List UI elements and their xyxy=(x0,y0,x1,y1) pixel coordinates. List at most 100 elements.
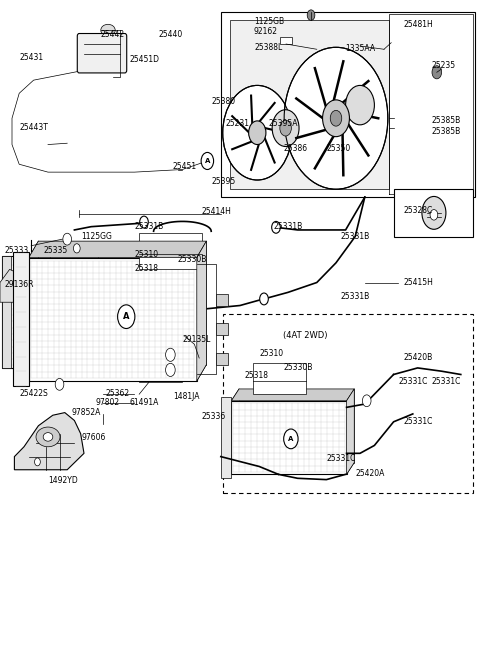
Polygon shape xyxy=(13,252,29,386)
Text: 25442: 25442 xyxy=(101,30,125,39)
Bar xyxy=(29,258,197,381)
Text: 61491A: 61491A xyxy=(130,398,159,407)
Ellipse shape xyxy=(101,24,115,36)
Circle shape xyxy=(280,120,291,136)
Circle shape xyxy=(249,121,266,145)
Text: 25331C: 25331C xyxy=(326,454,356,463)
Text: 25414H: 25414H xyxy=(202,207,231,216)
Text: 29136R: 29136R xyxy=(5,280,34,289)
Text: A: A xyxy=(123,312,130,321)
Circle shape xyxy=(346,85,374,125)
Circle shape xyxy=(63,233,72,245)
Polygon shape xyxy=(216,323,228,335)
Text: 1125GB
92162: 1125GB 92162 xyxy=(254,16,284,36)
FancyBboxPatch shape xyxy=(230,20,389,189)
Text: 25318: 25318 xyxy=(134,263,158,273)
Text: 25331C: 25331C xyxy=(432,376,461,386)
Bar xyxy=(139,233,202,269)
Text: 25386: 25386 xyxy=(283,144,307,153)
Circle shape xyxy=(73,244,80,253)
Text: 25310: 25310 xyxy=(259,349,283,358)
Ellipse shape xyxy=(43,432,53,442)
Text: 25235: 25235 xyxy=(432,61,456,70)
Text: 25318: 25318 xyxy=(245,371,269,380)
Bar xyxy=(239,389,354,463)
Circle shape xyxy=(35,458,40,466)
Bar xyxy=(394,189,473,237)
Polygon shape xyxy=(216,294,228,306)
Bar xyxy=(223,314,473,493)
Circle shape xyxy=(201,152,214,170)
Bar xyxy=(280,37,292,44)
Text: 25310: 25310 xyxy=(134,250,158,260)
Circle shape xyxy=(166,363,175,376)
Text: 25330B: 25330B xyxy=(178,255,207,264)
Polygon shape xyxy=(29,241,206,258)
Bar xyxy=(253,363,306,394)
Circle shape xyxy=(422,196,446,229)
Text: 25431: 25431 xyxy=(19,53,43,62)
Bar xyxy=(221,397,231,478)
Text: 97802: 97802 xyxy=(96,398,120,407)
Text: 25451D: 25451D xyxy=(130,55,159,64)
Text: 25231: 25231 xyxy=(226,119,250,128)
Text: 97606: 97606 xyxy=(82,433,106,442)
Text: 25395: 25395 xyxy=(211,177,236,186)
Text: 25336: 25336 xyxy=(202,412,226,421)
Text: 25335: 25335 xyxy=(43,246,68,256)
Circle shape xyxy=(166,348,175,361)
Text: 25328C: 25328C xyxy=(403,206,432,215)
Text: 25331B: 25331B xyxy=(134,221,164,231)
Ellipse shape xyxy=(36,427,60,447)
Text: 25443T: 25443T xyxy=(19,123,48,132)
Circle shape xyxy=(307,10,315,20)
Text: 25331B: 25331B xyxy=(274,221,303,231)
Polygon shape xyxy=(197,241,206,381)
Circle shape xyxy=(272,110,299,147)
Text: 25422S: 25422S xyxy=(19,389,48,398)
Text: 25362: 25362 xyxy=(106,389,130,398)
Circle shape xyxy=(260,293,268,305)
Circle shape xyxy=(140,216,148,228)
Text: 25385B: 25385B xyxy=(432,127,461,136)
Circle shape xyxy=(430,210,438,220)
Text: 25385B: 25385B xyxy=(432,116,461,125)
Circle shape xyxy=(118,305,135,328)
Text: 25330B: 25330B xyxy=(283,363,312,373)
Text: 25331C: 25331C xyxy=(398,376,428,386)
Text: 25350: 25350 xyxy=(326,144,351,153)
Circle shape xyxy=(432,66,442,79)
Text: 97852A: 97852A xyxy=(72,408,101,417)
Text: A: A xyxy=(204,158,210,164)
Polygon shape xyxy=(216,353,228,365)
Text: 25380: 25380 xyxy=(211,97,235,106)
Text: 25333: 25333 xyxy=(5,246,29,256)
Circle shape xyxy=(323,100,349,137)
Text: 25420A: 25420A xyxy=(355,468,384,478)
Circle shape xyxy=(362,395,371,407)
Text: 1481JA: 1481JA xyxy=(173,392,199,401)
Text: 29135L: 29135L xyxy=(182,334,211,344)
Circle shape xyxy=(223,85,292,180)
Bar xyxy=(2,256,11,368)
Circle shape xyxy=(284,47,388,189)
Polygon shape xyxy=(347,389,354,474)
Text: 25420B: 25420B xyxy=(403,353,432,362)
Text: 25440: 25440 xyxy=(158,30,183,39)
Text: 25331B: 25331B xyxy=(341,232,370,241)
FancyBboxPatch shape xyxy=(77,34,127,73)
Text: 25388L: 25388L xyxy=(254,43,283,52)
Polygon shape xyxy=(0,269,26,302)
Circle shape xyxy=(284,429,298,449)
Text: 25395A: 25395A xyxy=(269,119,298,128)
Text: 25415H: 25415H xyxy=(403,278,433,287)
Text: (4AT 2WD): (4AT 2WD) xyxy=(283,330,328,340)
Text: 25481H: 25481H xyxy=(403,20,433,30)
Text: 1492YD: 1492YD xyxy=(48,476,78,485)
Text: A: A xyxy=(288,436,294,442)
FancyBboxPatch shape xyxy=(38,241,206,365)
Bar xyxy=(2,256,151,368)
Circle shape xyxy=(55,378,64,390)
Polygon shape xyxy=(231,389,354,401)
Circle shape xyxy=(330,110,342,126)
